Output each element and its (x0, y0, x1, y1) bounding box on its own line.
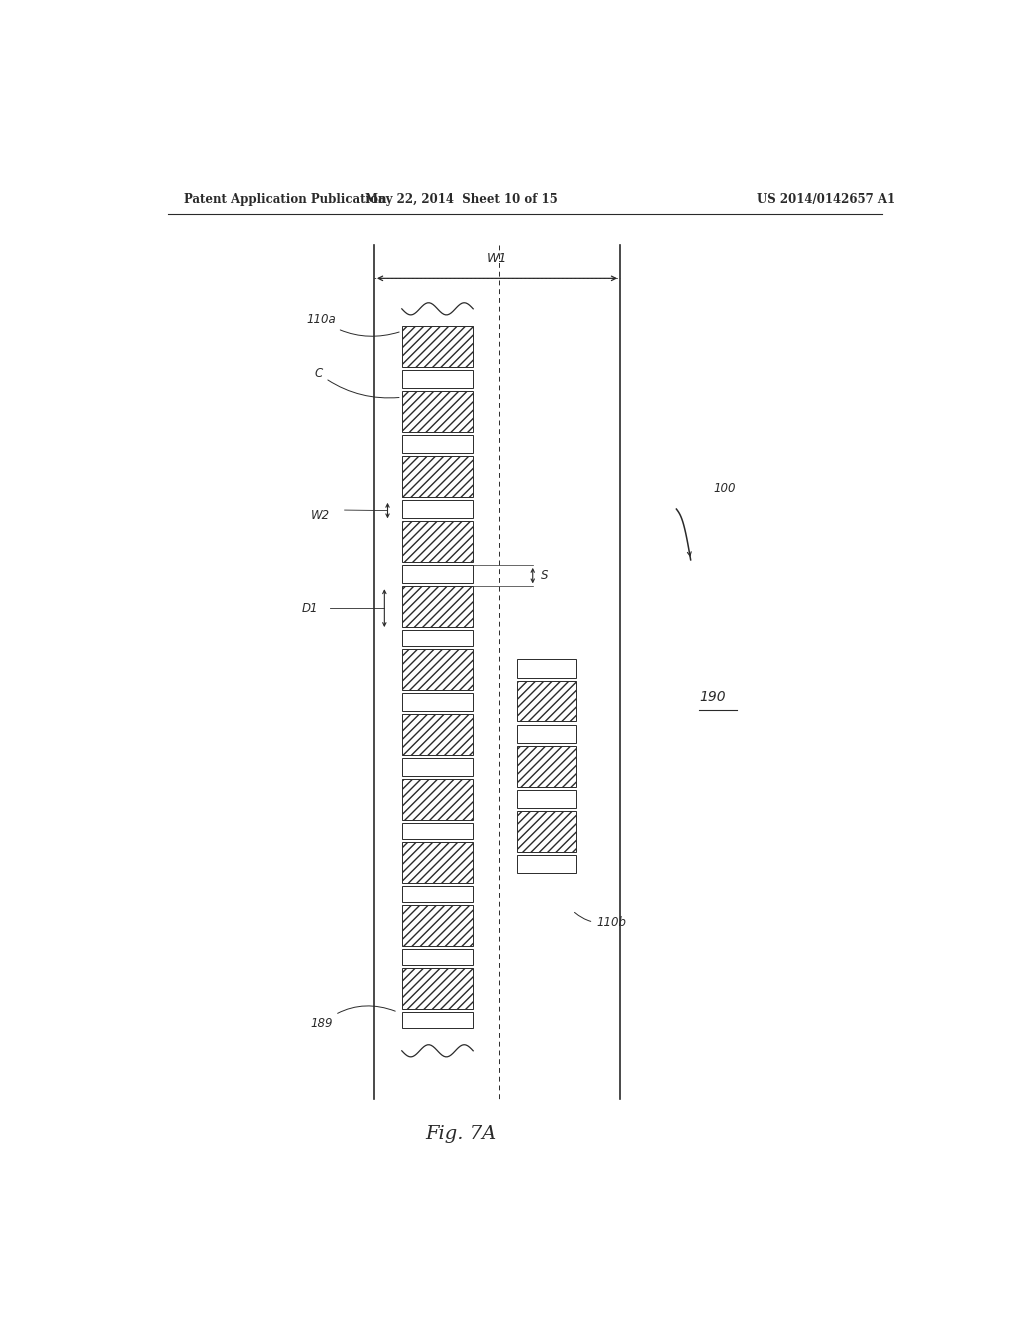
Bar (401, 906, 473, 946)
Bar (517, 789, 577, 808)
Text: Patent Application Publication: Patent Application Publication (183, 193, 386, 206)
Bar (401, 824, 473, 840)
Bar (517, 746, 577, 787)
Bar (401, 586, 473, 627)
Bar (401, 693, 473, 711)
Text: 189: 189 (310, 1006, 395, 1031)
Text: 110a: 110a (306, 313, 399, 337)
Bar (401, 949, 473, 965)
Text: D1: D1 (302, 602, 318, 615)
Bar (517, 854, 577, 873)
Bar (401, 886, 473, 903)
Bar (401, 969, 473, 1008)
Text: May 22, 2014  Sheet 10 of 15: May 22, 2014 Sheet 10 of 15 (365, 193, 558, 206)
Text: C: C (314, 367, 399, 397)
Text: W1: W1 (486, 252, 507, 265)
Bar (401, 391, 473, 432)
Bar (401, 1012, 473, 1028)
Bar (401, 434, 473, 453)
Bar (401, 370, 473, 388)
Text: S: S (541, 569, 548, 582)
Text: Fig. 7A: Fig. 7A (426, 1125, 497, 1143)
Text: US 2014/0142657 A1: US 2014/0142657 A1 (758, 193, 895, 206)
Bar (401, 714, 473, 755)
Bar (401, 630, 473, 647)
Bar (517, 681, 577, 722)
Text: W2: W2 (311, 510, 331, 523)
Bar (401, 500, 473, 519)
Bar (401, 758, 473, 776)
Bar (401, 326, 473, 367)
Bar (401, 521, 473, 562)
Bar (401, 565, 473, 583)
Bar (517, 810, 577, 851)
Bar (401, 779, 473, 820)
Bar (401, 649, 473, 690)
Bar (517, 725, 577, 743)
Text: 110b: 110b (574, 912, 627, 929)
Text: 100: 100 (714, 482, 736, 495)
Bar (401, 842, 473, 883)
Bar (517, 660, 577, 677)
Text: 190: 190 (699, 690, 726, 704)
Bar (401, 457, 473, 496)
